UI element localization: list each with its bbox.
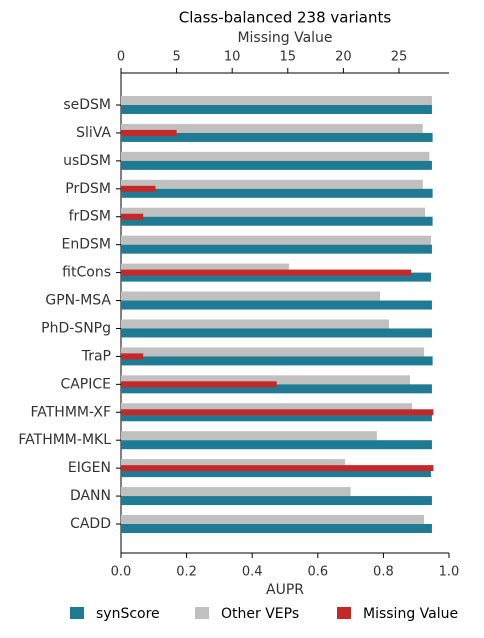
y-tick-label: usDSM [63,153,111,169]
y-tick-label: CADD [70,516,111,532]
bar [121,263,289,273]
bar [121,123,423,133]
y-tick-label: frDSM [69,209,111,225]
bar [121,384,432,394]
bar [121,96,432,105]
bar [121,487,351,497]
bar [121,496,432,506]
bar [121,381,277,388]
legend-swatch [70,607,84,619]
y-tick-label: TraP [81,348,111,364]
bar [121,300,432,310]
bar [121,353,144,360]
bar [121,151,430,161]
bar [121,291,381,301]
x-axis-label: AUPR [266,582,304,598]
bar [121,244,432,254]
bar [121,213,144,220]
y-tick-label: FATHMM-MKL [18,432,111,448]
bar [121,129,177,136]
bar [121,319,389,329]
bar [121,468,431,478]
y-tick-label: DANN [70,488,111,504]
bar [121,524,432,533]
bar [121,179,423,189]
y-tick-label: GPN-MSA [45,293,111,309]
bar [121,185,156,192]
legend-swatch [195,607,209,619]
y-tick-label: CAPICE [60,376,111,392]
bar [121,465,434,472]
y-tick-label: PrDSM [65,181,111,197]
x-tick-label: 0.8 [373,565,394,580]
legend-label: Missing Value [363,606,458,622]
legend-label: synScore [96,606,160,622]
y-tick-label: EIGEN [68,460,111,476]
bar [121,216,433,226]
bar [121,328,432,338]
bar [121,431,377,441]
y-tick-label: seDSM [63,97,111,113]
x2-tick-label: 0 [117,50,125,65]
bar [121,188,433,198]
y-tick-label: fitCons [62,265,111,281]
bar [121,356,433,366]
bar [121,403,412,413]
bar [121,272,431,282]
bar [121,105,432,114]
x2-tick-label: 15 [280,50,297,65]
legend-swatch [337,607,351,619]
x-tick-label: 0.6 [307,565,328,580]
x-tick-label: 0.2 [176,565,197,580]
x2-axis-label: Missing Value [237,30,332,46]
bar [121,412,432,422]
x2-tick-label: 10 [224,50,241,65]
y-tick-label: SliVA [76,125,111,141]
bar [121,160,432,170]
x2-tick-label: 20 [335,50,352,65]
x-tick-label: 0.0 [111,565,132,580]
y-tick-label: FATHMM-XF [31,404,112,420]
bar [121,459,346,469]
x-tick-label: 0.4 [242,565,263,580]
y-tick-label: PhD-SNPg [41,320,111,336]
bar [121,235,431,245]
y-tick-label: EnDSM [62,237,111,253]
bar [121,375,410,385]
bar [121,409,434,416]
bar [121,440,432,450]
x-tick-label: 1.0 [439,565,460,580]
bar [121,207,426,217]
x2-tick-label: 25 [391,50,408,65]
bar [121,269,412,276]
x2-tick-label: 5 [172,50,180,65]
chart-title: Class-balanced 238 variants [179,9,392,27]
bar [121,132,433,142]
bar [121,515,425,524]
bar [121,347,425,357]
legend-label: Other VEPs [221,606,299,622]
